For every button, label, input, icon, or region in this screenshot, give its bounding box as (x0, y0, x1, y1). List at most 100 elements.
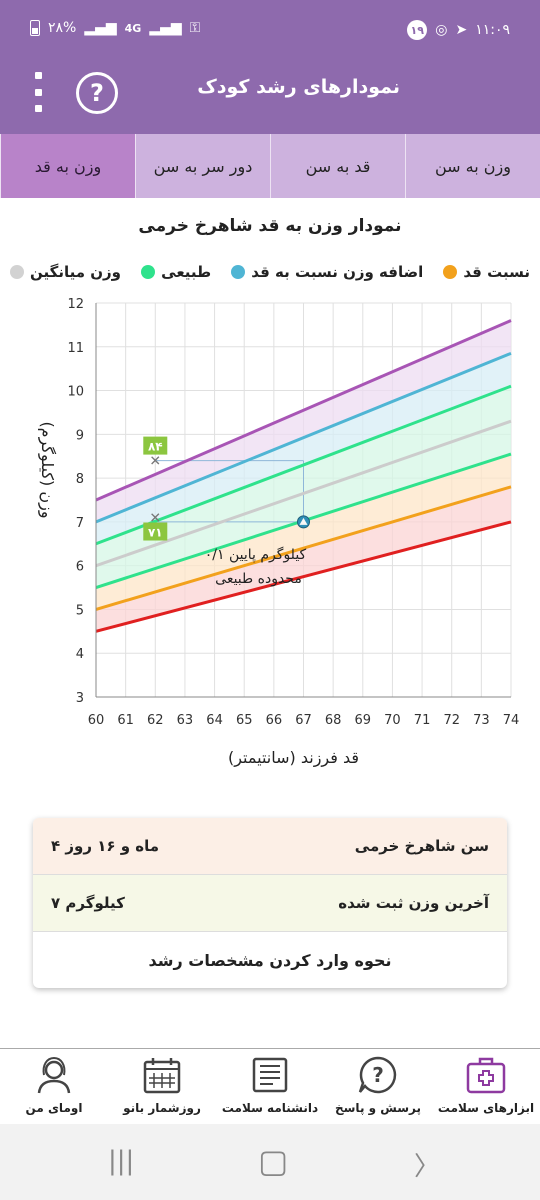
calendar-icon (143, 1058, 181, 1094)
weight-row: آخرین وزن ثبت شده ۷ کیلوگرم (33, 875, 507, 932)
signal-icon-2: ▂▄▆ (149, 20, 182, 36)
x-tick-label: 67 (295, 713, 312, 728)
series-line (95, 485, 512, 611)
x-tick-label: 61 (117, 713, 134, 728)
x-tick-label: 70 (384, 713, 401, 728)
x-tick-label: 65 (236, 713, 253, 728)
x-tick-label: 72 (443, 713, 460, 728)
legend-label: وزن میانگین (30, 263, 122, 281)
ref-point-label: ۸۴ (148, 440, 163, 454)
key-icon: ⚿ (189, 20, 201, 36)
ref-point-marker: ✕ (149, 511, 161, 527)
nav-label: اومای من (25, 1101, 83, 1115)
status-left: ۲۸% ▂▄▆ 4G ▂▄▆ ⚿ (30, 20, 200, 36)
help-icon[interactable]: ? (76, 72, 118, 114)
nav-questions[interactable]: ? پرسش و پاسخ (328, 1049, 428, 1124)
series-line (95, 419, 512, 568)
ref-point-marker: ✕ (149, 454, 161, 470)
nav-label: روزشمار بانو (123, 1101, 201, 1115)
legend-dot (231, 265, 246, 279)
legend-item-height-ratio: نسبت قد (443, 263, 530, 281)
chart-legend: نسبت قد اضافه وزن نسبت به قد طبیعی وزن م… (10, 263, 530, 281)
y-tick-label: 6 (76, 560, 84, 575)
nav-label: ابزارهای سلامت (437, 1101, 535, 1115)
chart-tabs: وزن به سن قد به سن دور سر به سن وزن به ق… (0, 134, 540, 198)
nav-encyclopedia[interactable]: دانشنامه سلامت (220, 1049, 320, 1124)
battery-percent: ۲۸% (48, 20, 77, 36)
overflow-menu-icon[interactable] (30, 72, 46, 112)
legend-dot (443, 265, 458, 279)
x-tick-label: 74 (503, 713, 520, 728)
y-tick-label: 3 (76, 691, 84, 706)
x-tick-label: 71 (414, 713, 431, 728)
tab-weight-for-height[interactable]: وزن به قد (0, 134, 135, 198)
x-tick-label: 66 (266, 713, 283, 728)
recent-apps-icon[interactable]: ||| (108, 1146, 135, 1176)
y-tick-label: 4 (76, 647, 84, 662)
chart-band (96, 486, 511, 632)
legend-item-normal: طبیعی (141, 263, 211, 281)
svg-text:?: ? (372, 1063, 384, 1087)
profile-woman-icon (37, 1056, 71, 1094)
series-line (95, 520, 512, 633)
x-tick-label: 62 (147, 713, 164, 728)
y-tick-label: 9 (76, 428, 84, 443)
y-tick-label: 8 (76, 472, 84, 487)
x-tick-label: 68 (325, 713, 342, 728)
clock: ۱۱:۰۹ (475, 22, 510, 38)
series-line (95, 351, 512, 524)
ref-point-label: ۷۱ (148, 526, 163, 540)
chart-band (96, 353, 511, 544)
ref-point-label-box (143, 522, 168, 541)
weight-label: آخرین وزن ثبت شده (338, 894, 489, 912)
page-title: نمودارهای رشد کودک (197, 76, 400, 98)
system-nav-bar: ||| ▢ 〉 (0, 1124, 540, 1200)
nav-my-profile[interactable]: اومای من (4, 1049, 104, 1124)
series-line (95, 319, 512, 502)
app-bar: ? نمودارهای رشد کودک (0, 60, 540, 134)
bottom-nav: ابزارهای سلامت ? پرسش و پاسخ دانشنامه سل… (0, 1048, 540, 1124)
tab-height-for-age[interactable]: قد به سن (270, 134, 405, 198)
y-tick-label: 11 (67, 341, 84, 356)
nav-calendar[interactable]: روزشمار بانو (112, 1049, 212, 1124)
x-axis-label: قد فرزند (سانتیمتر) (228, 748, 359, 768)
x-tick-label: 64 (206, 713, 223, 728)
nav-health-tools[interactable]: ابزارهای سلامت (436, 1049, 536, 1124)
howto-link[interactable]: نحوه وارد کردن مشخصات رشد (33, 932, 507, 988)
legend-item-overweight: اضافه وزن نسبت به قد (231, 263, 423, 281)
network-type: 4G (124, 21, 142, 35)
instagram-icon: ◎ (435, 22, 448, 38)
legend-dot (10, 265, 24, 279)
tab-head-for-age[interactable]: دور سر به سن (135, 134, 270, 198)
howto-label: نحوه وارد کردن مشخصات رشد (148, 951, 392, 970)
info-card: سن شاهرخ خرمی ۴ ماه و ۱۶ روز آخرین وزن ث… (33, 818, 507, 988)
legend-dot (141, 265, 156, 279)
back-icon[interactable]: 〉 (414, 1152, 441, 1182)
chart-title: نمودار وزن به قد شاهرخ خرمی (138, 216, 402, 236)
status-right: ۱۹ ◎ ➤ ۱۱:۰۹ (407, 20, 510, 40)
battery-icon (30, 20, 40, 36)
y-tick-label: 7 (76, 516, 84, 531)
age-label: سن شاهرخ خرمی (354, 837, 489, 855)
series-line (95, 384, 512, 546)
measurement-point-marker (299, 517, 308, 525)
question-bubble-icon: ? (358, 1056, 397, 1094)
legend-item-average: وزن میانگین (10, 263, 121, 281)
x-tick-label: 73 (473, 713, 490, 728)
nav-label: دانشنامه سلامت (221, 1101, 319, 1115)
tab-weight-for-age[interactable]: وزن به سن (405, 134, 540, 198)
y-tick-label: 5 (76, 603, 84, 618)
age-row: سن شاهرخ خرمی ۴ ماه و ۱۶ روز (33, 818, 507, 875)
telegram-icon: ➤ (455, 22, 468, 38)
home-icon[interactable]: ▢ (258, 1142, 289, 1180)
chart-band (96, 320, 511, 522)
legend-label: نسبت قد (463, 263, 530, 281)
growth-chart: 60 61 62 63 64 65 66 67 68 69 70 71 72 73 743456789101… (37, 297, 520, 768)
y-tick-label: 10 (67, 385, 84, 400)
measurement-note-line2: محدوده طبیعی (215, 571, 302, 587)
chart-band (96, 454, 511, 610)
x-tick-label: 69 (355, 713, 372, 728)
nav-label: پرسش و پاسخ (334, 1101, 421, 1115)
age-value: ۴ ماه و ۱۶ روز (51, 837, 160, 855)
measurement-note-line1: ۰/۱ کیلوگرم پایین (205, 546, 307, 563)
